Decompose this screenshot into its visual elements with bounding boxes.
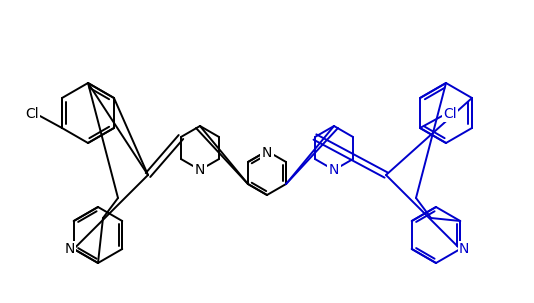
Text: N: N	[459, 242, 469, 256]
Text: N: N	[262, 146, 272, 160]
Text: N: N	[65, 242, 75, 256]
Text: N: N	[329, 163, 339, 177]
Text: Cl: Cl	[443, 107, 457, 121]
Text: Cl: Cl	[25, 107, 39, 121]
Text: N: N	[195, 163, 205, 177]
